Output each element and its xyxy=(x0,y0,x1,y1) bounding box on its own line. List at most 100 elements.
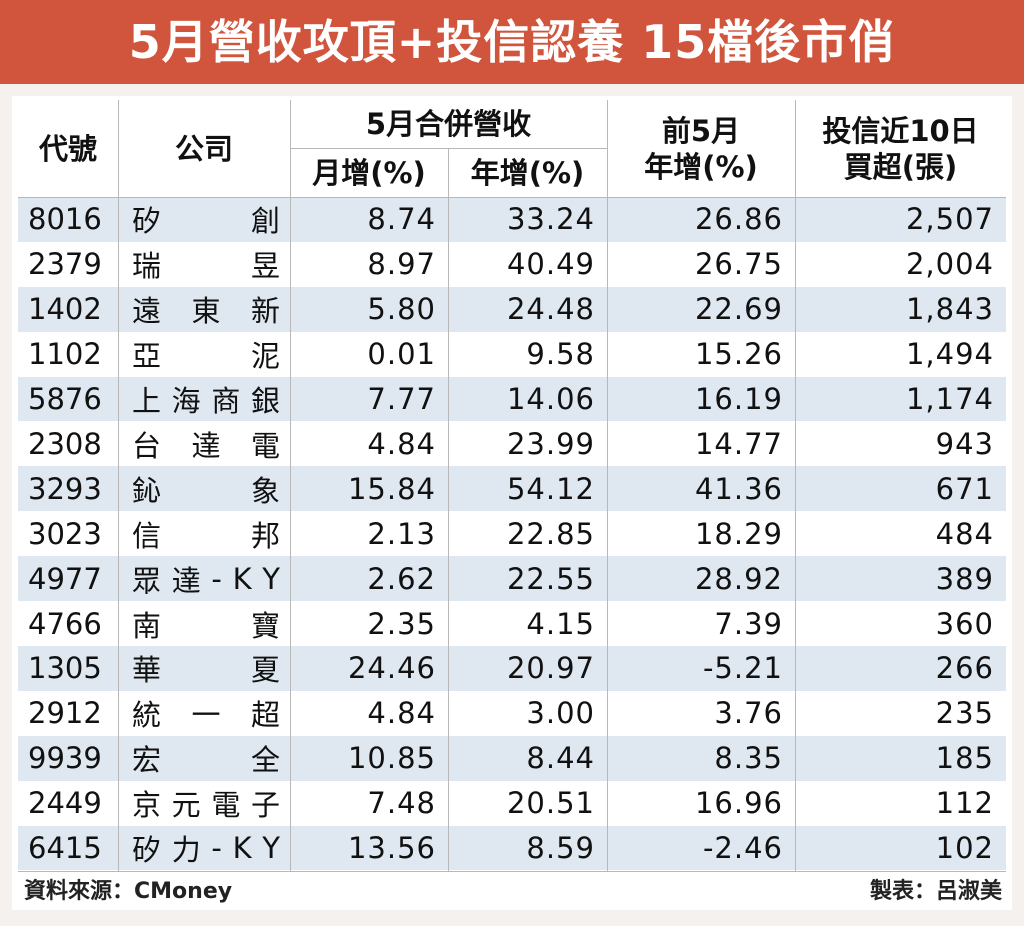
company-name: 華夏 xyxy=(132,653,280,688)
stock-code: 2912 xyxy=(28,696,102,731)
row-shade xyxy=(18,466,1006,512)
company-name: 矽創 xyxy=(132,204,280,239)
number-cell: 18.29 xyxy=(694,516,783,551)
company-name: 遠東新 xyxy=(132,294,280,329)
table-bottom xyxy=(18,870,1006,872)
header-cell: 5月合併營收 xyxy=(365,107,532,141)
number-cell: 8.44 xyxy=(526,741,595,776)
number-cell: 7.39 xyxy=(714,606,783,641)
header-cell: 代號 xyxy=(38,131,97,166)
header-cell: 投信近10日 買超(張) xyxy=(795,100,1006,197)
company-name: 京元電子 xyxy=(132,788,280,823)
number-cell: 235 xyxy=(935,696,994,731)
number-cell: 23.99 xyxy=(506,426,595,461)
number-cell: 20.97 xyxy=(506,651,595,686)
number-cell: 2.62 xyxy=(367,561,436,596)
column-line xyxy=(607,100,608,871)
number-cell: 16.96 xyxy=(694,786,783,821)
number-cell: 2.13 xyxy=(367,516,436,551)
number-cell: 26.75 xyxy=(694,247,783,282)
number-cell: 4.15 xyxy=(526,606,595,641)
row-shade xyxy=(18,376,1006,422)
number-cell: 14.06 xyxy=(506,382,595,417)
credit-note: 製表：呂淑美 xyxy=(869,879,1002,904)
number-cell: 16.19 xyxy=(694,382,783,417)
number-cell: 1,494 xyxy=(905,337,994,372)
stock-code: 3023 xyxy=(28,516,102,551)
number-cell: 0.01 xyxy=(367,337,436,372)
number-cell: 24.48 xyxy=(506,292,595,327)
number-cell: 4.84 xyxy=(367,426,436,461)
header-line: 投信近10日 xyxy=(822,113,979,148)
company-name: 信邦 xyxy=(132,518,280,553)
row-shade xyxy=(18,825,1006,871)
column-line xyxy=(448,148,449,871)
header-line xyxy=(290,148,607,149)
stock-code: 9939 xyxy=(28,741,102,776)
number-cell: 13.56 xyxy=(347,831,436,866)
number-cell: 10.85 xyxy=(347,741,436,776)
number-cell: 484 xyxy=(935,516,994,551)
number-cell: 2,507 xyxy=(905,202,994,237)
number-cell: 8.74 xyxy=(367,202,436,237)
row-shade xyxy=(18,646,1006,691)
header-line: 買超(張) xyxy=(843,149,958,184)
number-cell: 22.55 xyxy=(506,561,595,596)
column-line xyxy=(795,100,796,871)
number-cell: 20.51 xyxy=(506,786,595,821)
number-cell: 22.85 xyxy=(506,516,595,551)
number-cell: 7.48 xyxy=(367,786,436,821)
number-cell: -2.46 xyxy=(702,831,783,866)
number-cell: 1,174 xyxy=(905,382,994,417)
company-name: 瑞昱 xyxy=(132,249,280,284)
row-shade xyxy=(18,286,1006,332)
stock-code: 2308 xyxy=(28,426,102,461)
number-cell: 185 xyxy=(935,741,994,776)
number-cell: 360 xyxy=(935,606,994,641)
number-cell: 15.26 xyxy=(694,337,783,372)
number-cell: 389 xyxy=(935,561,994,596)
number-cell: -5.21 xyxy=(702,651,783,686)
number-cell: 8.97 xyxy=(367,247,436,282)
number-cell: 41.36 xyxy=(694,471,783,506)
company-name: 上海商銀 xyxy=(132,384,280,419)
stock-code: 2379 xyxy=(28,247,102,282)
number-cell: 2.35 xyxy=(367,606,436,641)
company-name: 統一超 xyxy=(132,698,280,733)
number-cell: 943 xyxy=(935,426,994,461)
column-line xyxy=(118,100,119,871)
number-cell: 28.92 xyxy=(694,561,783,596)
row-shade xyxy=(18,197,1006,242)
number-cell: 671 xyxy=(935,471,994,506)
number-cell: 24.46 xyxy=(347,651,436,686)
header-cell: 月增(%) xyxy=(312,155,426,190)
number-cell: 15.84 xyxy=(347,471,436,506)
stock-code: 4766 xyxy=(28,606,102,641)
header-cell: 前5月 年增(%) xyxy=(607,100,795,197)
company-name: 南寶 xyxy=(132,608,280,643)
stock-code: 1102 xyxy=(28,337,102,372)
stock-code: 3293 xyxy=(28,471,102,506)
stock-code: 5876 xyxy=(28,382,102,417)
number-cell: 7.77 xyxy=(367,382,436,417)
stock-code: 6415 xyxy=(28,831,102,866)
stock-code: 8016 xyxy=(28,202,102,237)
number-cell: 5.80 xyxy=(367,292,436,327)
stock-code: 4977 xyxy=(28,561,102,596)
row-shade xyxy=(18,735,1006,781)
header-line: 年增(%) xyxy=(644,149,758,184)
number-cell: 54.12 xyxy=(506,471,595,506)
number-cell: 8.59 xyxy=(526,831,595,866)
company-name: 鈊象 xyxy=(132,473,280,508)
company-name: 宏全 xyxy=(132,743,280,778)
row-shade xyxy=(18,556,1006,602)
table: 代號 公司 5月合併營收 月增(%) 年增(%) 前5月 年增(%) 投信近10日 買超(張) 8… xyxy=(12,96,1012,910)
number-cell: 33.24 xyxy=(506,202,595,237)
stock-code: 1305 xyxy=(28,651,102,686)
source-note: 資料來源：CMoney xyxy=(24,879,233,904)
headline: 5月營收攻頂+投信認養 15檔後市俏 xyxy=(0,0,1024,84)
company-name: 台達電 xyxy=(132,428,280,463)
